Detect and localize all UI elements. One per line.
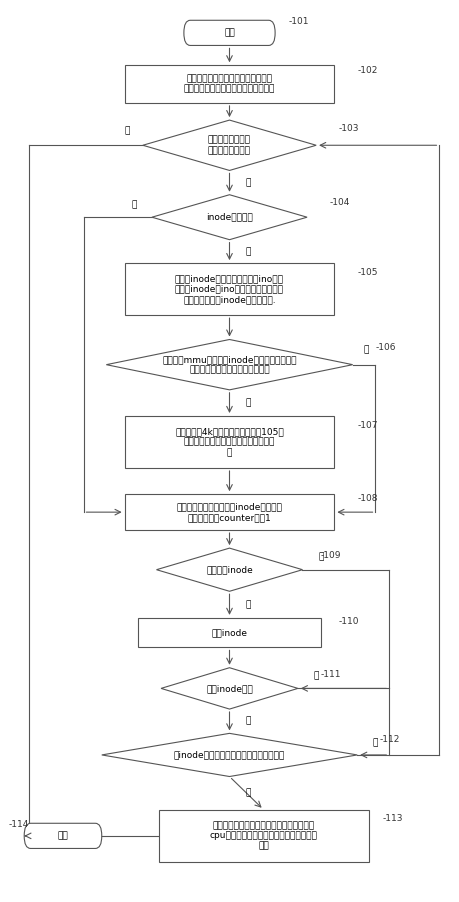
Text: 修改inode信息: 修改inode信息 xyxy=(206,684,253,693)
Polygon shape xyxy=(143,120,316,170)
Polygon shape xyxy=(106,339,353,390)
FancyBboxPatch shape xyxy=(184,20,275,45)
Text: -112: -112 xyxy=(380,735,400,744)
FancyBboxPatch shape xyxy=(159,810,369,862)
Text: -108: -108 xyxy=(357,494,378,503)
Text: -101: -101 xyxy=(289,17,309,26)
Text: 否: 否 xyxy=(245,247,251,256)
FancyBboxPatch shape xyxy=(124,416,335,468)
Polygon shape xyxy=(152,195,307,240)
Text: 否: 否 xyxy=(313,671,319,680)
Polygon shape xyxy=(161,667,298,709)
Text: -103: -103 xyxy=(339,124,359,133)
Text: 该inode所在的页写次数是否超过最大限度: 该inode所在的页写次数是否超过最大限度 xyxy=(174,750,285,759)
FancyBboxPatch shape xyxy=(24,824,102,849)
Text: 否: 否 xyxy=(318,553,324,562)
Text: 是: 是 xyxy=(245,717,251,726)
Text: 删除inode: 删除inode xyxy=(212,628,247,637)
Polygon shape xyxy=(157,548,302,592)
Text: -111: -111 xyxy=(321,669,341,678)
Text: 新申请一个页，复制旧数据到新页上，利用
cpu提供的原则操作，替换索引表里该页的
索引: 新申请一个页，复制旧数据到新页上，利用 cpu提供的原则操作，替换索引表里该页的… xyxy=(210,821,318,851)
Text: 是否删除inode: 是否删除inode xyxy=(206,566,253,575)
Text: -104: -104 xyxy=(330,198,350,207)
Text: -114: -114 xyxy=(8,820,28,829)
Text: 在空闲inode的链表上分配一个ino，然
后根据inode的ino号和索引节点区的起
始虚拟地址找到inode的虚拟地址.: 在空闲inode的链表上分配一个ino，然 后根据inode的ino号和索引节点… xyxy=(175,274,284,304)
Text: -106: -106 xyxy=(375,344,396,353)
FancyBboxPatch shape xyxy=(138,618,321,648)
Text: -110: -110 xyxy=(339,617,359,626)
Text: 否: 否 xyxy=(124,126,129,135)
Text: 否: 否 xyxy=(245,399,251,408)
FancyBboxPatch shape xyxy=(124,65,335,103)
Text: 是: 是 xyxy=(245,178,251,187)
Text: -102: -102 xyxy=(357,67,378,76)
Text: 是: 是 xyxy=(364,345,369,354)
Text: -107: -107 xyxy=(357,420,378,429)
Text: 是: 是 xyxy=(245,788,251,797)
Text: -105: -105 xyxy=(357,268,378,277)
Text: 在注视文件系统时，操作系统解析第
虚拟地址空间对应的系统页表第一表项: 在注视文件系统时，操作系统解析第 虚拟地址空间对应的系统页表第一表项 xyxy=(184,75,275,94)
Text: 是: 是 xyxy=(245,600,251,609)
Text: 在新分配的物理页上记录inode信息，并
将该物理页的counter值加1: 在新分配的物理页上记录inode信息，并 将该物理页的counter值加1 xyxy=(177,502,282,522)
Text: 开始: 开始 xyxy=(224,28,235,37)
FancyBboxPatch shape xyxy=(124,263,335,315)
Text: 否: 否 xyxy=(373,738,378,747)
Text: 为：创建、打开、
修改文件等操作时: 为：创建、打开、 修改文件等操作时 xyxy=(208,135,251,155)
Text: -113: -113 xyxy=(382,815,403,824)
FancyBboxPatch shape xyxy=(124,494,335,530)
Text: 是: 是 xyxy=(131,200,136,209)
Text: 结束: 结束 xyxy=(57,832,68,841)
Text: 通过使用mmu映射表将inode的虚拟地址转换为
物理地址，判断该物理页是否存在: 通过使用mmu映射表将inode的虚拟地址转换为 物理地址，判断该物理页是否存在 xyxy=(162,355,297,374)
Text: inode是否存在: inode是否存在 xyxy=(206,213,253,222)
Text: 新分配一个4k大小的页，利用步骤105的
虚拟地址将新分配页的地址插入到映射
表: 新分配一个4k大小的页，利用步骤105的 虚拟地址将新分配页的地址插入到映射 表 xyxy=(175,428,284,457)
Text: -109: -109 xyxy=(321,551,341,560)
Polygon shape xyxy=(102,733,357,777)
